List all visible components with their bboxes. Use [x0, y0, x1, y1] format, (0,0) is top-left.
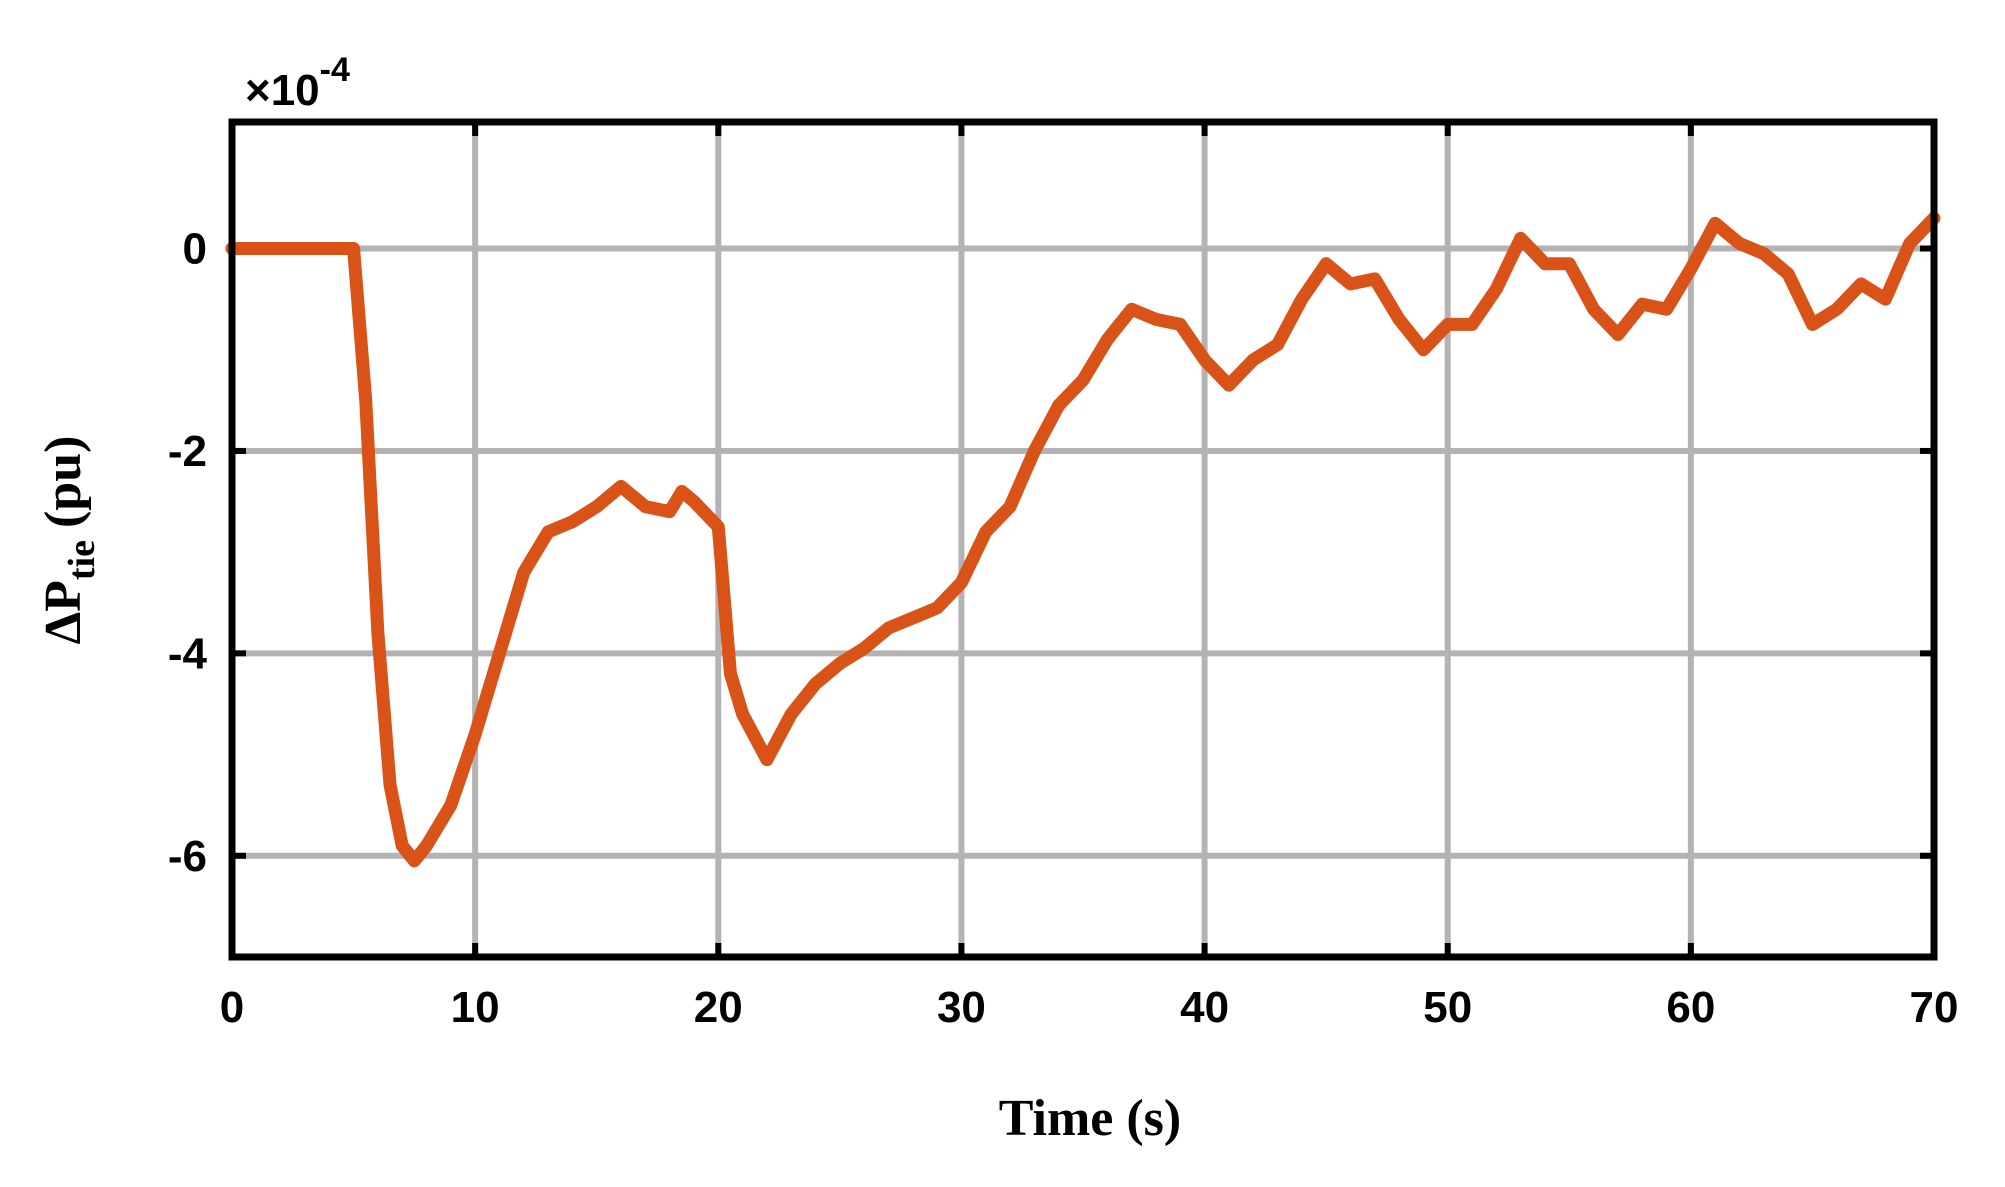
y-label-main: ΔP — [35, 580, 92, 644]
y-tick-label: -6 — [168, 832, 207, 881]
plot-frame — [228, 118, 1938, 961]
y-tick-label: -4 — [168, 629, 208, 678]
multiplier-base: ×10 — [245, 66, 320, 115]
x-tick-label: 0 — [220, 983, 244, 1032]
y-label-unit: (pu) — [35, 436, 92, 528]
y-tick-label: -2 — [168, 427, 207, 476]
x-axis-label: Time (s) — [999, 1090, 1181, 1147]
x-tick-label: 60 — [1666, 983, 1715, 1032]
x-tick-label: 30 — [937, 983, 986, 1032]
y-label-subscript: tie — [61, 540, 103, 580]
x-tick-label: 20 — [694, 983, 743, 1032]
x-tick-label: 70 — [1910, 983, 1959, 1032]
y-tick-label: 0 — [183, 225, 207, 274]
x-tick-label: 40 — [1180, 983, 1229, 1032]
multiplier-exponent: -4 — [320, 51, 350, 89]
x-tick-label: 50 — [1423, 983, 1472, 1032]
x-tick-label: 10 — [451, 983, 500, 1032]
data-line — [225, 211, 1941, 868]
y-multiplier: ×10-4 — [245, 51, 350, 115]
y-axis-label: ΔPtie (pu) — [35, 436, 103, 645]
